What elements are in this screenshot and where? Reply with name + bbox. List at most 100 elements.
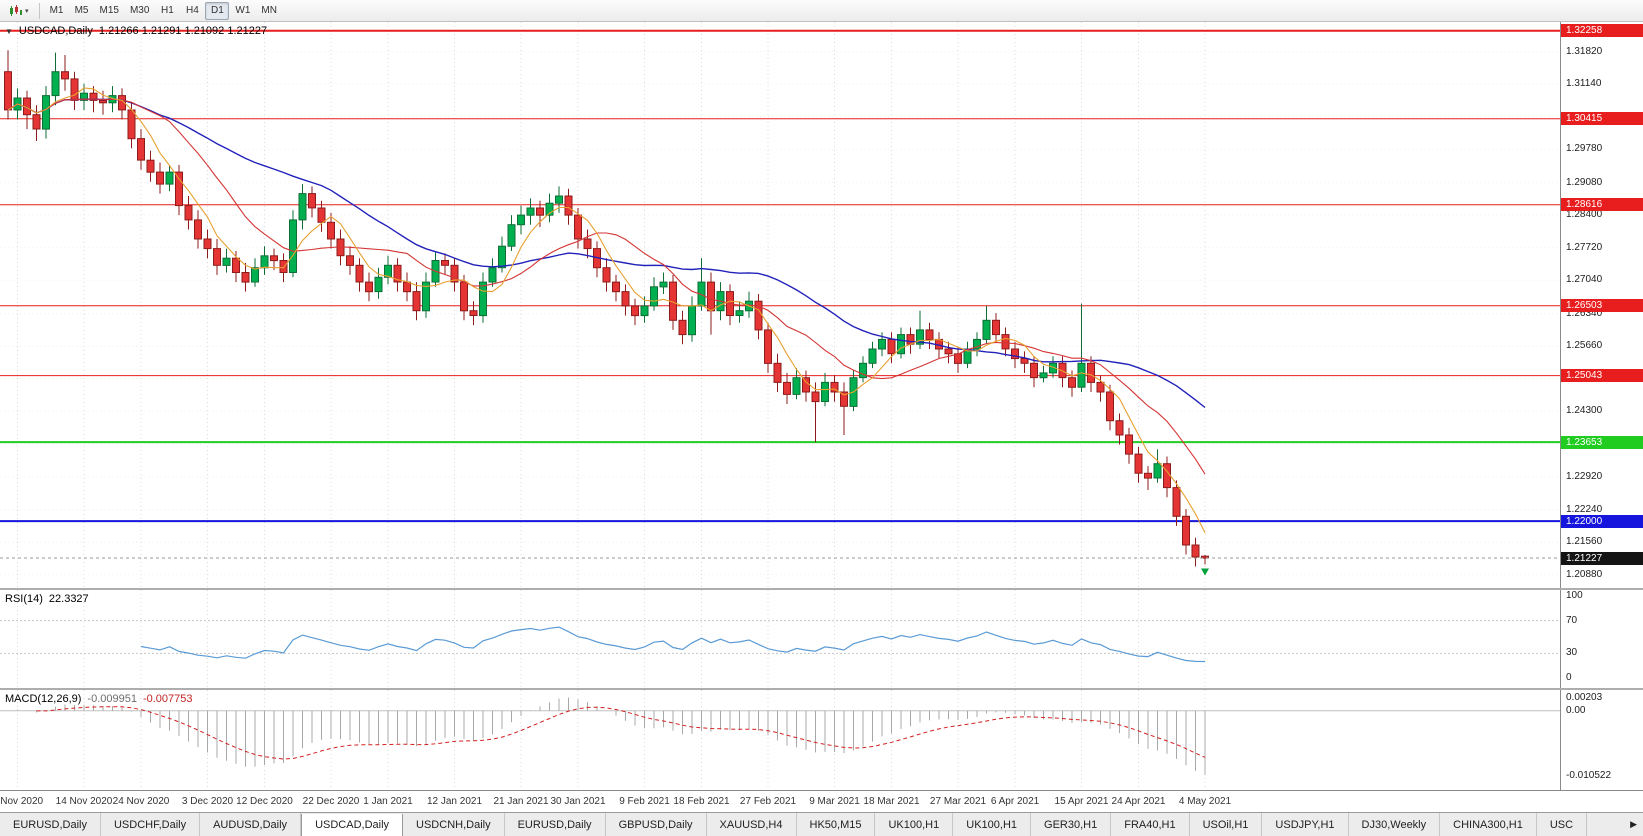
- chart-tab-eurusd-daily[interactable]: EURUSD,Daily: [504, 813, 606, 836]
- panel-splitter-rsi[interactable]: [0, 588, 1643, 590]
- ma-mid-red: [7, 98, 1206, 475]
- macd-name: MACD(12,26,9): [5, 693, 82, 705]
- price-tick-label: 1.29080: [1566, 176, 1603, 188]
- price-chart-panel: ▼ USDCAD,Daily 1.21266 1.21291 1.21092 1…: [0, 22, 1643, 588]
- chart-title: ▼ USDCAD,Daily 1.21266 1.21291 1.21092 1…: [5, 25, 267, 37]
- chart-tab-uk100-h1[interactable]: UK100,H1: [953, 813, 1032, 836]
- price-tick-label: 1.31140: [1566, 78, 1602, 90]
- date-tick-label: 6 Apr 2021: [990, 796, 1040, 807]
- date-tick-label: 5 Nov 2020: [0, 796, 44, 807]
- level-price-badge: 1.30415: [1561, 112, 1643, 126]
- date-tick-label: 15 Apr 2021: [1054, 796, 1109, 807]
- date-tick-label: 3 Dec 2020: [181, 796, 234, 807]
- mini-candles-icon: [10, 4, 22, 16]
- date-tick-label: 24 Apr 2021: [1111, 796, 1166, 807]
- chart-tab-usdjpy-h1[interactable]: USDJPY,H1: [1262, 813, 1349, 836]
- price-chart-svg: [0, 22, 1560, 588]
- chart-tab-usdchf-daily[interactable]: USDCHF,Daily: [100, 813, 201, 836]
- chart-tab-audusd-daily[interactable]: AUDUSD,Daily: [200, 813, 302, 836]
- timeframe-button-m15[interactable]: M15: [99, 5, 119, 16]
- rsi-title: RSI(14) 22.3327: [5, 593, 89, 605]
- chart-tab-dj30-weekly[interactable]: DJ30,Weekly: [1348, 813, 1441, 836]
- date-tick-label: 27 Mar 2021: [929, 796, 987, 807]
- rsi-axis[interactable]: 100 70 30 0: [1560, 590, 1643, 688]
- horizontal-level-lines: [0, 29, 1560, 523]
- timeframe-button-h1[interactable]: H1: [161, 5, 174, 16]
- date-tick-label: 12 Dec 2020: [236, 796, 293, 807]
- rsi-line: [140, 626, 1206, 663]
- chart-periods-icon[interactable]: ▾: [4, 3, 34, 19]
- macd-histogram: [17, 697, 1206, 775]
- chart-tab-hk50-m15[interactable]: HK50,M15: [796, 813, 876, 836]
- rsi-plot[interactable]: RSI(14) 22.3327: [0, 590, 1560, 688]
- rsi-panel: RSI(14) 22.3327 100 70 30 0: [0, 590, 1643, 688]
- price-tick-label: 1.28400: [1566, 209, 1603, 221]
- price-tick-label: 1.27040: [1566, 274, 1603, 286]
- timeframe-button-h4[interactable]: H4: [186, 5, 199, 16]
- date-tick-label: 22 Dec 2020: [302, 796, 360, 807]
- macd-plot[interactable]: MACD(12,26,9) -0.009951 -0.007753: [0, 690, 1560, 790]
- price-tick-label: 1.20880: [1566, 568, 1603, 580]
- chart-tab-xauusd-h4[interactable]: XAUUSD,H4: [706, 813, 797, 836]
- macd-axis-label: 0.00203: [1566, 692, 1603, 704]
- chart-tab-usoil-h1[interactable]: USOil,H1: [1189, 813, 1263, 836]
- level-price-badge: 1.26503: [1561, 299, 1643, 313]
- timeframe-button-m1[interactable]: M1: [49, 5, 64, 16]
- level-price-badge: 1.25043: [1561, 369, 1643, 383]
- timeframe-button-m30[interactable]: M30: [129, 5, 150, 16]
- chart-tab-eurusd-daily[interactable]: EURUSD,Daily: [0, 813, 101, 836]
- chart-tab-usdcad-daily[interactable]: USDCAD,Daily: [301, 814, 404, 836]
- date-tick-label: 9 Mar 2021: [809, 796, 860, 807]
- date-tick-label: 14 Nov 2020: [55, 796, 113, 807]
- level-price-badge: 1.32258: [1561, 24, 1643, 38]
- price-tick-label: 1.21560: [1566, 536, 1603, 548]
- timeframe-buttons: M1 M5 M15 M30 H1 H4 D1 W1 MN: [45, 1, 282, 20]
- timeframe-toolbar: ▾ M1 M5 M15 M30 H1 H4 D1 W1 MN: [0, 0, 1643, 22]
- rsi-name: RSI(14): [5, 593, 43, 605]
- date-tick-label: 18 Mar 2021: [863, 796, 920, 807]
- rsi-grid: [17, 590, 1206, 688]
- ma-fast-orange: [7, 87, 1206, 534]
- timeframe-button-m5[interactable]: M5: [74, 5, 89, 16]
- chart-tab-usc[interactable]: USC: [1536, 813, 1588, 836]
- chart-tab-fra40-h1[interactable]: FRA40,H1: [1111, 813, 1190, 836]
- macd-panel: MACD(12,26,9) -0.009951 -0.007753 0.0020…: [0, 690, 1643, 790]
- chart-tab-uk100-h1[interactable]: UK100,H1: [875, 813, 954, 836]
- macd-axis[interactable]: 0.00203 0.00 -0.010522: [1560, 690, 1643, 790]
- date-tick-label: 21 Jan 2021: [493, 796, 549, 807]
- chart-tab-ger30-h1[interactable]: GER30,H1: [1031, 813, 1112, 836]
- toolbar-separator: [38, 2, 40, 19]
- chart-tabs: EURUSD,Daily USDCHF,Daily AUDUSD,Daily USDC…: [0, 813, 1588, 836]
- price-tick-label: 1.24300: [1566, 405, 1603, 417]
- macd-signal-value: -0.007753: [142, 693, 193, 705]
- timeframe-button-d1[interactable]: D1: [205, 1, 230, 20]
- price-tick-label: 1.26340: [1566, 307, 1603, 319]
- tab-scroll-right-icon[interactable]: ▶: [1626, 813, 1641, 836]
- timeframe-button-w1[interactable]: W1: [235, 5, 251, 16]
- grid-horizontal: [0, 51, 1560, 576]
- macd-title: MACD(12,26,9) -0.009951 -0.007753: [5, 693, 193, 705]
- current-price-badge: 1.21227: [1561, 551, 1643, 565]
- chart-tab-china300-h1[interactable]: CHINA300,H1: [1440, 813, 1537, 836]
- rsi-axis-label: 70: [1566, 614, 1578, 626]
- panel-splitter-macd[interactable]: [0, 688, 1643, 690]
- macd-main-value: -0.009951: [87, 693, 137, 705]
- rsi-value: 22.3327: [48, 593, 89, 605]
- price-plot[interactable]: ▼ USDCAD,Daily 1.21266 1.21291 1.21092 1…: [0, 22, 1560, 588]
- price-axis[interactable]: 1.318201.311401.304601.297801.290801.284…: [1560, 22, 1643, 588]
- macd-axis-label: -0.010522: [1566, 769, 1612, 781]
- date-tick-label: 9 Feb 2021: [619, 796, 670, 807]
- chart-tab-gbpusd-daily[interactable]: GBPUSD,Daily: [605, 813, 707, 836]
- price-tick-label: 1.22920: [1566, 471, 1603, 483]
- timeframe-button-mn[interactable]: MN: [261, 5, 277, 16]
- chart-tab-usdcnh-daily[interactable]: USDCNH,Daily: [403, 813, 505, 836]
- symbol-dropdown-icon[interactable]: ▼: [5, 26, 13, 36]
- rsi-axis-label: 30: [1566, 647, 1578, 659]
- date-tick-label: 24 Nov 2020: [112, 796, 170, 807]
- chart-ohlc-values: 1.21266 1.21291 1.21092 1.21227: [98, 25, 268, 37]
- date-tick-label: 18 Feb 2021: [673, 796, 730, 807]
- price-tick-label: 1.27720: [1566, 241, 1603, 253]
- date-tick-label: 27 Feb 2021: [739, 796, 797, 807]
